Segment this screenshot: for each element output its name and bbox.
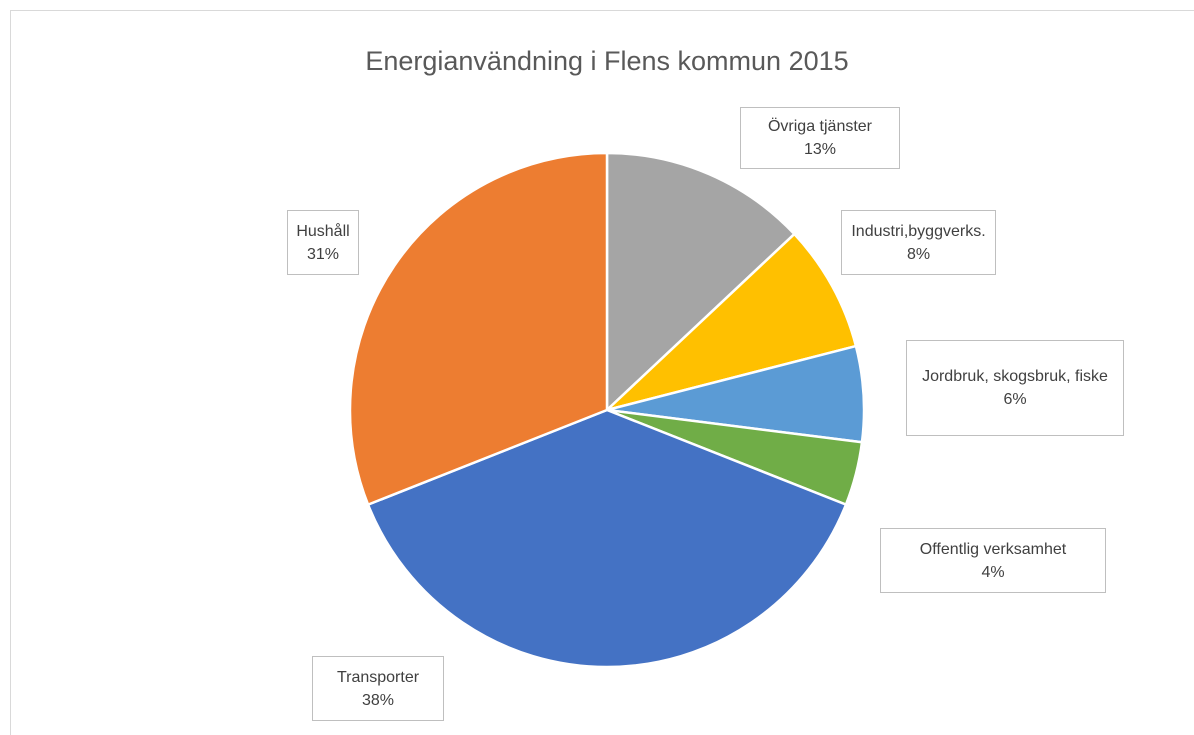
pie-slice (348, 151, 609, 507)
data-label: Offentlig verksamhet 4% (880, 528, 1106, 593)
pie-slice (366, 408, 848, 669)
label-name: Industri,byggverks. (851, 222, 986, 240)
label-name: Hushåll (296, 222, 350, 240)
label-value: 31% (306, 245, 340, 263)
label-value: 13% (803, 141, 837, 158)
label-name: Jordbruk, skogsbruk, fiske (922, 368, 1108, 385)
label-name: Transporter (336, 668, 420, 686)
label-value: 8% (906, 245, 931, 263)
pie-slice (605, 151, 797, 413)
data-label: Jordbruk, skogsbruk, fiske 6% (906, 340, 1124, 436)
data-label: Övriga tjänster 13% (740, 107, 900, 169)
chart-title: Energianvändning i Flens kommun 2015 (365, 46, 848, 76)
label-value: 38% (361, 691, 395, 709)
label-name: Övriga tjänster (767, 118, 873, 135)
data-label: Industri,byggverks. 8% (841, 210, 996, 275)
data-label: Transporter 38% (312, 656, 444, 721)
label-name: Offentlig verksamhet (919, 540, 1067, 558)
label-value: 6% (1003, 391, 1027, 408)
data-label: Hushåll 31% (287, 210, 359, 275)
chart-area (10, 10, 1194, 735)
pie-slice (606, 232, 858, 412)
label-value: 4% (981, 563, 1005, 581)
